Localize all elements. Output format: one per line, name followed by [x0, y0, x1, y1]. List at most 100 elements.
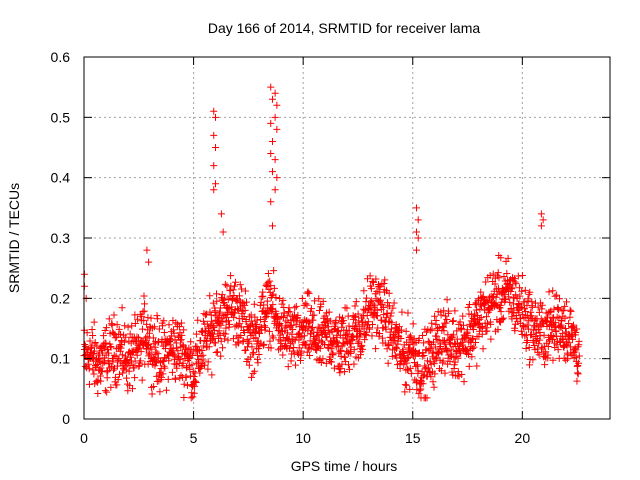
data-point — [565, 319, 573, 327]
data-point — [448, 368, 456, 376]
data-point — [347, 349, 355, 357]
data-point — [292, 302, 300, 310]
data-point — [313, 328, 321, 336]
data-point — [361, 336, 369, 344]
data-point — [159, 358, 167, 366]
data-point — [483, 298, 491, 306]
data-point — [172, 375, 180, 383]
data-point — [208, 317, 216, 325]
data-point — [138, 312, 146, 320]
data-point — [412, 246, 420, 254]
data-point — [432, 317, 440, 325]
data-point — [505, 293, 513, 301]
data-point — [177, 336, 185, 344]
x-axis-label: GPS time / hours — [291, 458, 398, 474]
data-point — [227, 272, 235, 280]
data-point — [210, 333, 218, 341]
data-point — [336, 369, 344, 377]
data-point — [544, 342, 552, 350]
data-point — [396, 364, 404, 372]
data-point — [450, 331, 458, 339]
data-point — [85, 360, 93, 368]
data-point — [110, 311, 118, 319]
data-point — [575, 337, 583, 345]
data-point — [337, 365, 345, 373]
data-point — [212, 348, 220, 356]
data-point — [473, 306, 481, 314]
data-point — [97, 377, 105, 385]
data-point — [573, 325, 581, 333]
data-point — [173, 364, 181, 372]
data-point — [121, 352, 129, 360]
axis-ticks: 0 0.1 0.2 0.3 0.4 0.5 0.6 0 5 10 15 20 — [51, 49, 610, 446]
data-point — [211, 307, 219, 315]
data-point — [439, 357, 447, 365]
data-point — [242, 298, 250, 306]
data-point — [283, 329, 291, 337]
data-point — [133, 333, 141, 341]
x-tick-label: 15 — [405, 430, 421, 446]
data-point — [526, 288, 534, 296]
data-point — [123, 356, 131, 364]
data-point — [327, 317, 335, 325]
data-point — [355, 317, 363, 325]
data-point — [388, 352, 396, 360]
data-point — [319, 297, 327, 305]
data-point — [329, 351, 337, 359]
data-point — [99, 349, 107, 357]
data-point — [253, 316, 261, 324]
data-point — [323, 333, 331, 341]
data-point — [228, 303, 236, 311]
data-point — [209, 299, 217, 307]
data-point — [384, 359, 392, 367]
data-point — [107, 343, 115, 351]
data-point — [104, 357, 112, 365]
data-point — [279, 351, 287, 359]
data-point — [463, 326, 471, 334]
data-point — [236, 320, 244, 328]
data-point — [137, 357, 145, 365]
data-point — [350, 346, 358, 354]
data-point — [268, 168, 276, 176]
data-point — [223, 313, 231, 321]
data-point — [385, 289, 393, 297]
data-point — [277, 339, 285, 347]
data-point — [230, 313, 238, 321]
data-point — [292, 321, 300, 329]
data-point — [189, 393, 197, 401]
data-point — [94, 390, 102, 398]
data-point — [510, 275, 518, 283]
data-point — [522, 345, 530, 353]
data-point — [307, 305, 315, 313]
data-point — [237, 331, 245, 339]
data-point — [137, 348, 145, 356]
data-point — [524, 325, 532, 333]
data-point — [437, 367, 445, 375]
data-point — [247, 373, 255, 381]
data-point — [351, 313, 359, 321]
data-point — [226, 287, 234, 295]
data-point — [145, 329, 153, 337]
data-point — [409, 320, 417, 328]
data-point — [248, 317, 256, 325]
data-point — [269, 301, 277, 309]
data-point — [265, 327, 273, 335]
data-point — [100, 332, 108, 340]
data-point — [373, 287, 381, 295]
data-point — [266, 277, 274, 285]
data-point — [492, 293, 500, 301]
data-point — [498, 316, 506, 324]
data-point — [501, 291, 509, 299]
data-point — [210, 162, 218, 170]
data-point — [561, 325, 569, 333]
data-point — [296, 357, 304, 365]
data-point — [561, 302, 569, 310]
data-point — [211, 339, 219, 347]
data-point — [499, 314, 507, 322]
data-point — [236, 281, 244, 289]
data-point — [251, 328, 259, 336]
data-point — [514, 272, 522, 280]
data-point — [219, 228, 227, 236]
data-point — [231, 323, 239, 331]
data-point — [508, 284, 516, 292]
